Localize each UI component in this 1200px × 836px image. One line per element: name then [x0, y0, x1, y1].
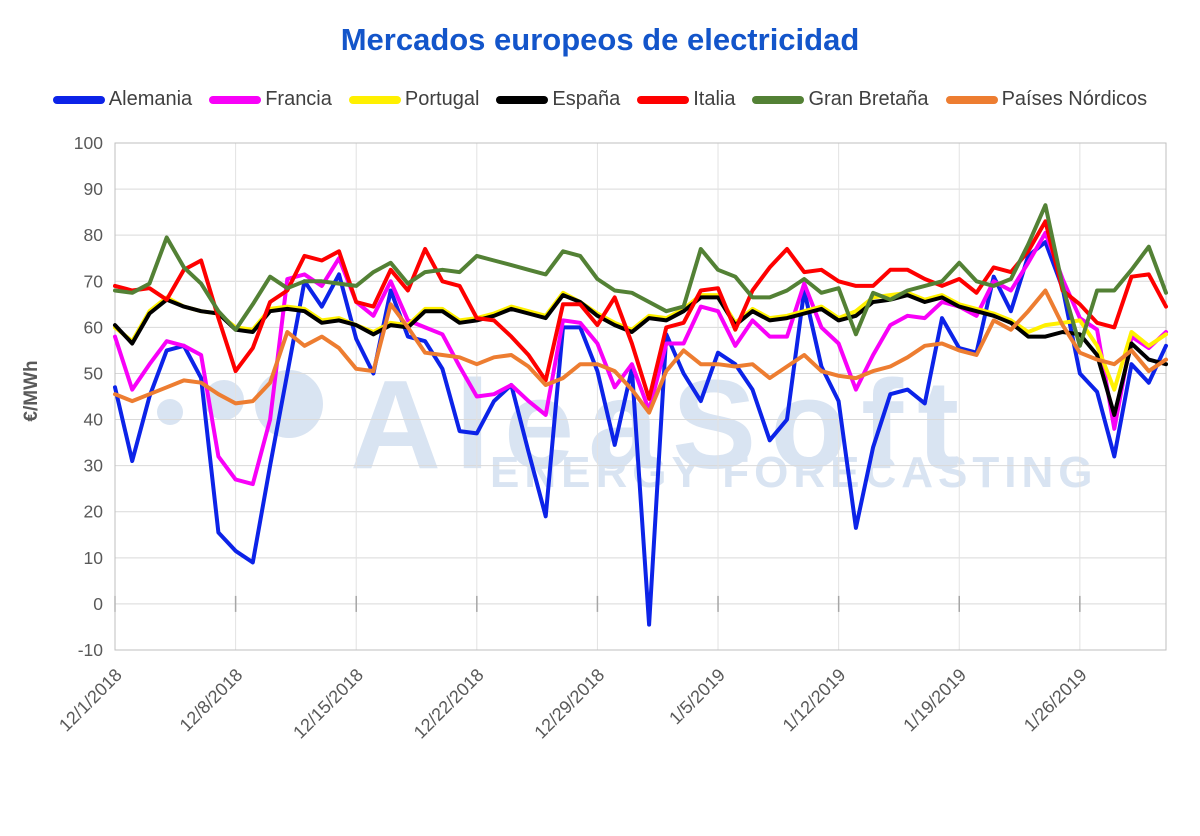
y-tick-label: 100	[74, 133, 103, 153]
legend: Alemania Francia Portugal España Italia Gran …	[0, 88, 1200, 111]
legend-label: Países Nórdicos	[1001, 88, 1148, 110]
y-tick-label: 20	[84, 502, 104, 522]
x-tick-label: 12/15/2018	[289, 665, 367, 743]
legend-item-3: España	[496, 88, 620, 111]
legend-item-2: Portugal	[348, 88, 480, 111]
x-tick-label: 12/22/2018	[410, 665, 488, 743]
legend-item-1: Francia	[209, 88, 332, 111]
legend-item-5: Gran Bretaña	[752, 88, 929, 111]
x-tick-label: 1/26/2019	[1020, 665, 1091, 736]
y-tick-label: 70	[84, 271, 104, 291]
legend-swatch-icon	[752, 95, 805, 104]
legend-label: Portugal	[404, 88, 480, 110]
legend-label: Alemania	[108, 88, 193, 110]
x-tick-label: 1/19/2019	[899, 665, 970, 736]
y-tick-label: 90	[84, 179, 104, 199]
x-tick-label: 12/8/2018	[176, 665, 247, 736]
watermark-tagline-text: ENERGY FORECASTING	[490, 448, 1098, 497]
y-tick-label: -10	[78, 640, 104, 660]
y-tick-label: 40	[84, 410, 104, 430]
legend-label: Francia	[265, 88, 332, 110]
legend-swatch-icon	[945, 95, 998, 104]
plot-border	[114, 142, 1167, 651]
series-line-3	[113, 293, 1168, 417]
x-tick-label: 12/29/2018	[530, 665, 608, 743]
watermark-logo-dot-small	[157, 399, 183, 425]
legend-item-6: Países Nórdicos	[945, 88, 1148, 111]
series-line-6	[113, 288, 1168, 415]
legend-swatch-icon	[52, 95, 105, 104]
series-line-5	[113, 203, 1168, 348]
y-tick-label: 50	[84, 363, 104, 383]
y-tick-label: 30	[84, 456, 104, 476]
y-tick-label: 0	[93, 594, 103, 614]
y-tick-label: 60	[84, 317, 104, 337]
y-tick-label: 10	[84, 548, 104, 568]
x-tick-label: 1/12/2019	[779, 665, 850, 736]
legend-item-0: Alemania	[52, 88, 193, 111]
x-tick-label: 1/5/2019	[665, 665, 729, 729]
legend-swatch-icon	[209, 95, 262, 104]
legend-label: Gran Bretaña	[808, 88, 929, 110]
legend-swatch-icon	[348, 95, 401, 104]
chart-title: Mercados europeos de electricidad	[340, 22, 860, 57]
x-tick-label: 12/1/2018	[55, 665, 126, 736]
y-tick-label: 80	[84, 225, 104, 245]
legend-swatch-icon	[496, 95, 549, 104]
series-line-4	[113, 219, 1168, 401]
legend-item-4: Italia	[637, 88, 735, 111]
legend-label: España	[552, 88, 621, 110]
y-axis-title: €/MWh	[21, 360, 42, 422]
legend-swatch-icon	[637, 95, 690, 104]
legend-label: Italia	[693, 88, 736, 110]
